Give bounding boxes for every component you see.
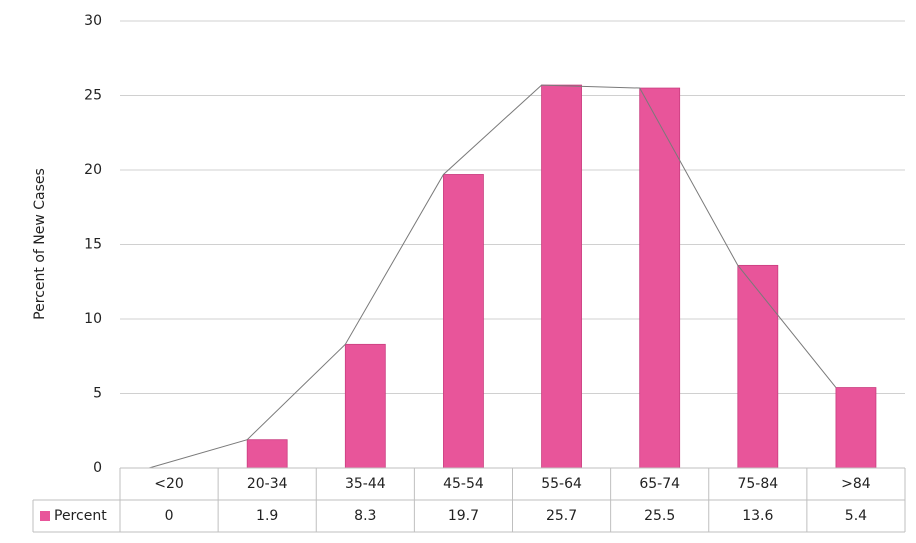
table-value: 0: [165, 508, 174, 524]
legend-label: Percent: [54, 508, 107, 524]
y-tick-label: 10: [84, 311, 102, 327]
y-tick-label: 25: [84, 88, 102, 104]
table-value: 8.3: [354, 508, 376, 524]
bar: [344, 343, 386, 469]
bar: [737, 264, 779, 469]
x-tick-label: 45-54: [443, 476, 484, 492]
x-tick-label: 20-34: [247, 476, 288, 492]
table-value: 19.7: [448, 508, 479, 524]
legend-swatch: [40, 511, 50, 521]
table-value: 1.9: [256, 508, 278, 524]
x-tick-label: 75-84: [737, 476, 778, 492]
bar: [639, 87, 681, 469]
bar: [541, 84, 582, 469]
x-tick-label: 55-64: [541, 476, 582, 492]
x-tick-label: 65-74: [639, 476, 680, 492]
table-value: 13.6: [742, 508, 773, 524]
table-value: 25.5: [644, 508, 675, 524]
table-value: 25.7: [546, 508, 577, 524]
trend-line: [148, 84, 837, 469]
y-axis-label: Percent of New Cases: [32, 168, 48, 320]
bar: [443, 174, 484, 469]
y-tick-label: 5: [93, 386, 102, 402]
bar: [835, 387, 877, 469]
x-tick-label: <20: [154, 476, 184, 492]
y-tick-label: 30: [84, 13, 102, 29]
x-tick-label: 35-44: [345, 476, 386, 492]
x-tick-label: >84: [841, 476, 871, 492]
y-tick-label: 15: [84, 237, 102, 253]
y-tick-label: 20: [84, 162, 102, 178]
y-tick-label: 0: [93, 460, 102, 476]
table-value: 5.4: [845, 508, 867, 524]
bar: [246, 439, 288, 469]
